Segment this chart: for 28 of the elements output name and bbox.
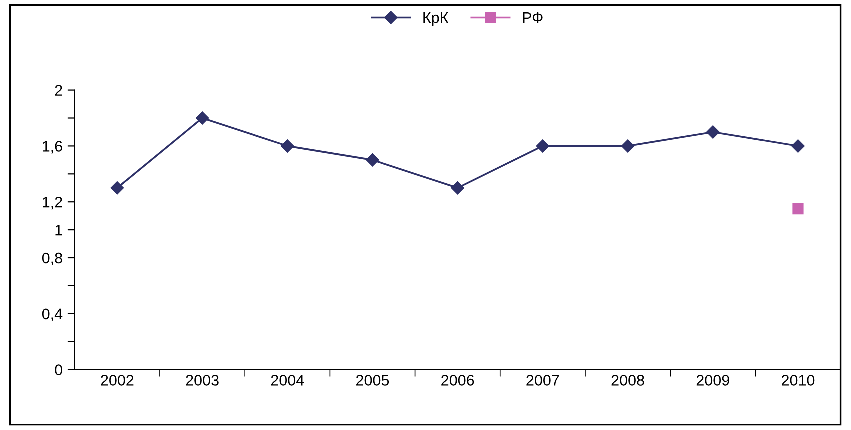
text: 0,4 xyxy=(42,308,63,322)
point xyxy=(281,140,294,153)
point xyxy=(366,154,380,167)
point xyxy=(792,204,804,215)
y-tick-label: 0,8 xyxy=(42,252,62,266)
point xyxy=(451,182,464,195)
x-tick-label: 2003 xyxy=(186,375,219,386)
x-tick-label: 2002 xyxy=(101,375,134,386)
x-tick-label: 2004 xyxy=(271,375,304,386)
point xyxy=(621,140,635,153)
point xyxy=(196,112,210,125)
x-tick-label: 2010 xyxy=(782,375,815,386)
y-tick-label: 1,2 xyxy=(43,196,62,210)
y-tick-label: 1,6 xyxy=(43,141,62,154)
x-tick-label: 2005 xyxy=(356,375,390,386)
point xyxy=(536,140,550,153)
legend-label: КрК xyxy=(424,12,449,26)
x-tick-label: 2006 xyxy=(442,375,474,386)
x-tick-label: 2008 xyxy=(612,375,644,386)
point xyxy=(110,182,124,195)
point xyxy=(706,126,720,139)
y-tick-label: 1 xyxy=(56,225,62,236)
point xyxy=(792,140,805,153)
y-tick-label: 0 xyxy=(55,364,62,376)
legend-label: РФ xyxy=(523,12,543,24)
x-tick-label: 2009 xyxy=(696,375,730,386)
x-tick-label: 2007 xyxy=(526,375,560,386)
y-tick-label: 2 xyxy=(55,85,62,96)
